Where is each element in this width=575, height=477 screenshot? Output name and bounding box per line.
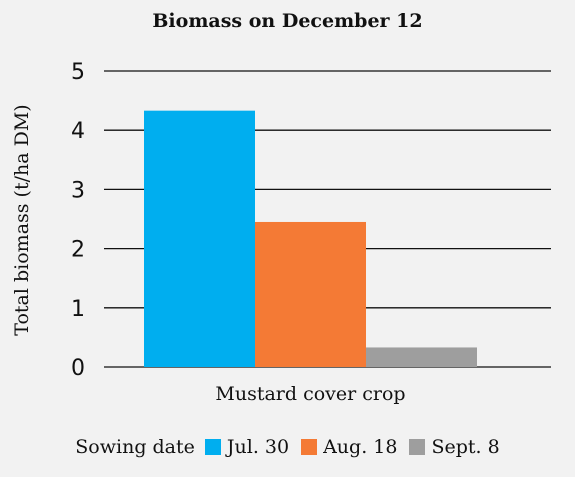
legend-swatch-jul-30 (204, 439, 221, 455)
chart-title: Biomass on December 12 (152, 10, 423, 32)
x-category-labels: Mustard cover crop (215, 383, 405, 405)
bar-sept-8 (366, 347, 477, 367)
legend-swatch-aug-18 (301, 439, 318, 455)
x-category-label: Mustard cover crop (215, 383, 405, 405)
legend-swatch-sept-8 (409, 439, 426, 455)
y-tick-label-5: 5 (71, 60, 85, 85)
legend-title: Sowing date (75, 436, 195, 458)
legend-item-aug-18: Aug. 18 (301, 436, 397, 458)
legend-item-sept-8: Sept. 8 (409, 436, 500, 458)
legend-label-sept-8: Sept. 8 (431, 436, 500, 458)
legend-item-jul-30: Jul. 30 (204, 436, 290, 458)
legend-label-aug-18: Aug. 18 (323, 436, 398, 458)
bar-aug-18 (255, 221, 366, 367)
y-tick-label-4: 4 (71, 119, 85, 144)
y-tick-label-0: 0 (71, 356, 85, 381)
bar-jul-30 (144, 110, 255, 367)
y-tick-label-3: 3 (71, 178, 85, 203)
legend: Sowing date Jul. 30 Aug. 18 Sept. 8 (0, 436, 575, 458)
y-tick-label-2: 2 (71, 238, 85, 263)
bars (144, 110, 477, 367)
y-tick-label-1: 1 (71, 297, 85, 322)
legend-label-jul-30: Jul. 30 (226, 436, 290, 458)
y-tick-labels: 0 1 2 3 4 5 (71, 60, 85, 381)
